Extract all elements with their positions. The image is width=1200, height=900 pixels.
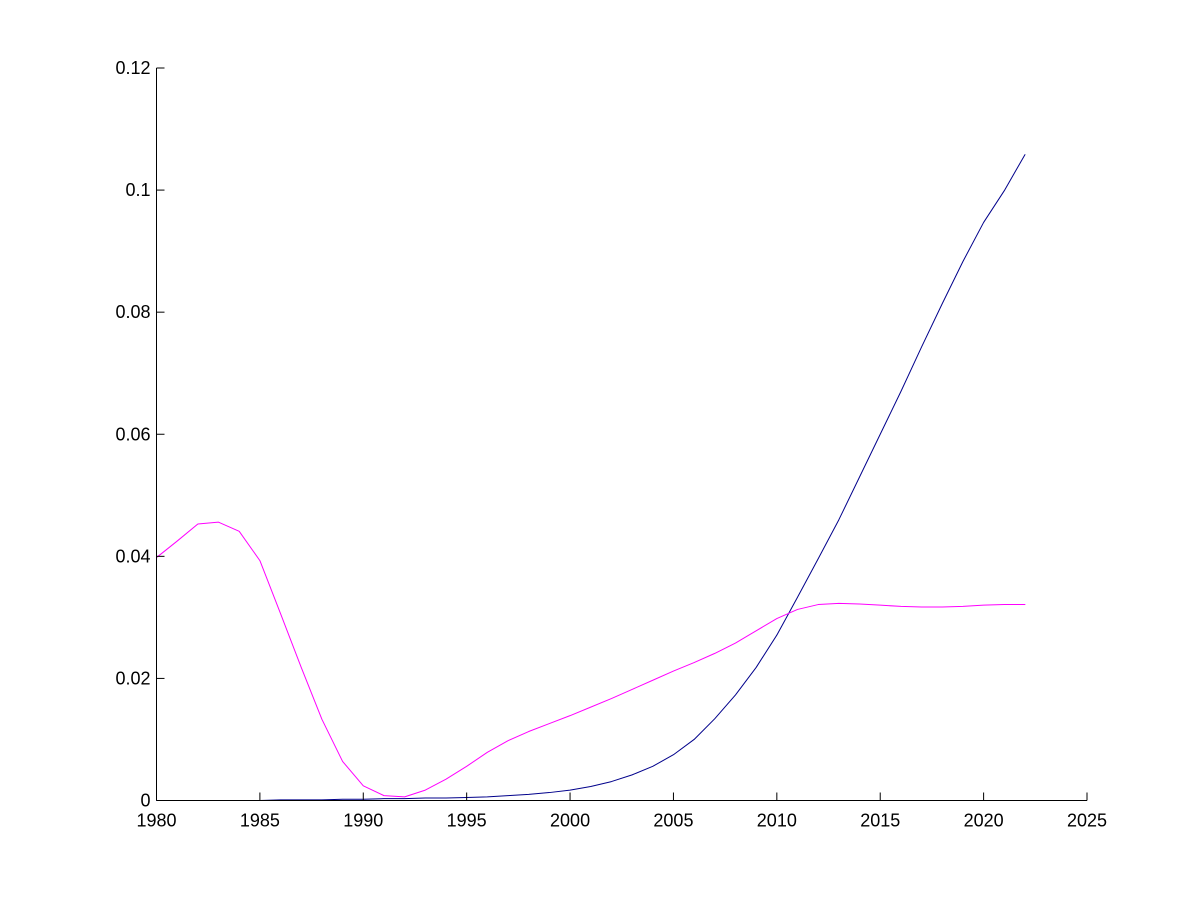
series-line-1 [156, 154, 1026, 801]
x-tick-label: 2015 [860, 811, 900, 831]
x-tick-label: 2000 [550, 811, 590, 831]
y-tick-label: 0.12 [115, 58, 150, 78]
y-ticks: 0 0.02 0.04 0.06 0.08 0.1 0.12 [115, 58, 165, 811]
x-ticks: 1980 1985 1990 1995 2000 2005 2010 2015 2020 2025 [136, 792, 1107, 831]
x-tick-label: 2010 [757, 811, 797, 831]
y-tick-label: 0 [140, 791, 150, 811]
x-tick-label: 2025 [1067, 811, 1107, 831]
y-tick-label: 0.06 [115, 424, 150, 444]
series-line-2 [156, 521, 1026, 798]
y-tick-label: 0.02 [115, 668, 150, 688]
x-tick-label: 1985 [240, 811, 280, 831]
x-tick-label: 1995 [447, 811, 487, 831]
y-tick-label: 0.04 [115, 546, 150, 566]
x-tick-label: 1990 [343, 811, 383, 831]
series-layer [156, 154, 1026, 801]
x-tick-label: 1980 [136, 811, 176, 831]
y-tick-label: 0.1 [125, 180, 150, 200]
x-tick-label: 2020 [964, 811, 1004, 831]
y-tick-label: 0.08 [115, 302, 150, 322]
x-tick-label: 2005 [653, 811, 693, 831]
